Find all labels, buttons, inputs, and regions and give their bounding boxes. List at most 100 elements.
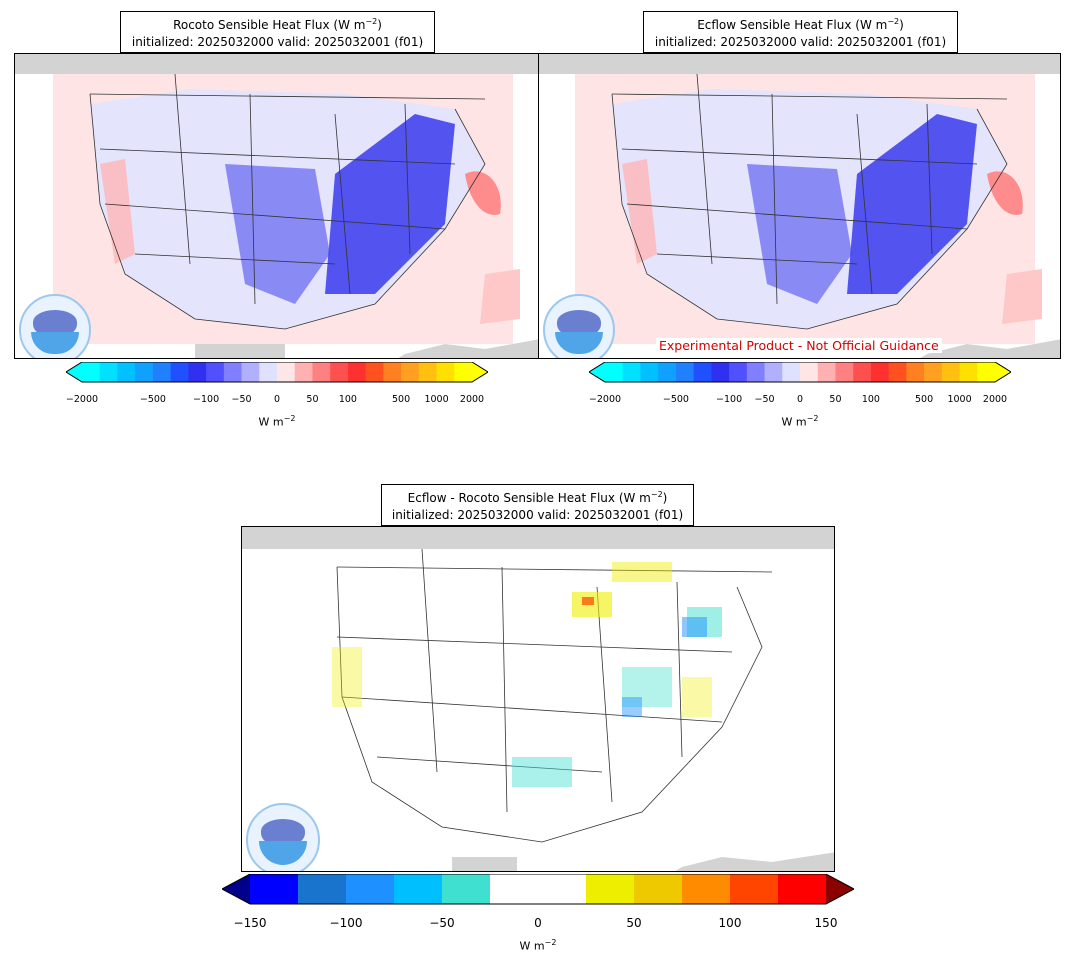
colorbar-segment xyxy=(675,362,695,382)
colorbar-tick-label: 2000 xyxy=(459,394,485,405)
colorbar-segment xyxy=(277,362,296,382)
colorbar-extend-min xyxy=(66,362,82,382)
colorbar-segment xyxy=(442,874,491,904)
rocoto-colorbar-unit: W m−2 xyxy=(258,414,296,429)
colorbar-segment xyxy=(977,362,996,382)
colorbar-segment xyxy=(941,362,961,382)
colorbar-segment xyxy=(622,362,642,382)
colorbar-segment xyxy=(817,362,837,382)
colorbar-extend-max xyxy=(472,362,488,382)
colorbar-segment xyxy=(888,362,907,382)
colorbar-tick-label: 100 xyxy=(861,394,880,405)
colorbar-segment xyxy=(298,874,347,904)
noaa-logo xyxy=(19,294,91,358)
colorbar-segment xyxy=(586,874,635,904)
colorbar-segment xyxy=(906,362,925,382)
colorbar-segment xyxy=(924,362,943,382)
colorbar-segment xyxy=(347,362,367,382)
colorbar-tick-label: −500 xyxy=(139,394,166,405)
colorbar-extend-min xyxy=(589,362,605,382)
colorbar-segment xyxy=(682,874,731,904)
rocoto-colorbar xyxy=(66,362,488,383)
colorbar-segment xyxy=(730,874,779,904)
colorbar-tick-label: 100 xyxy=(338,394,357,405)
rocoto-map xyxy=(14,53,539,359)
colorbar-extend-max xyxy=(995,362,1011,382)
colorbar-segment xyxy=(658,362,677,382)
colorbar-extend-max xyxy=(826,874,854,904)
colorbar-segment xyxy=(490,874,539,904)
diff-map-title: Ecflow - Rocoto Sensible Heat Flux (W m−… xyxy=(381,484,694,526)
colorbar-tick-label: −100 xyxy=(329,916,363,930)
colorbar-segment xyxy=(959,362,978,382)
diff-colorbar-unit: W m−2 xyxy=(519,938,557,953)
colorbar-segment xyxy=(870,362,890,382)
noaa-logo-bird-icon xyxy=(261,819,305,843)
colorbar-segment xyxy=(312,362,331,382)
colorbar-segment xyxy=(853,362,872,382)
colorbar-segment xyxy=(223,362,243,382)
colorbar-segment xyxy=(800,362,819,382)
colorbar-segment xyxy=(206,362,225,382)
colorbar-segment xyxy=(394,874,443,904)
colorbar-tick-label: −150 xyxy=(233,916,267,930)
colorbar-tick-label: 0 xyxy=(796,394,804,405)
ecflow-map-title: Ecflow Sensible Heat Flux (W m−2) initia… xyxy=(643,11,958,53)
colorbar-segment xyxy=(152,362,172,382)
colorbar-tick-label: 100 xyxy=(718,916,742,930)
colorbar-segment xyxy=(135,362,154,382)
colorbar-segment xyxy=(693,362,712,382)
colorbar-segment xyxy=(401,362,420,382)
ecflow-map-canvas xyxy=(539,54,1060,358)
colorbar-segment xyxy=(346,874,395,904)
colorbar-segment xyxy=(294,362,314,382)
colorbar-segment xyxy=(170,362,189,382)
colorbar-tick-label: −2000 xyxy=(588,394,622,405)
colorbar-tick-label: 500 xyxy=(915,394,934,405)
diff-map xyxy=(241,526,835,872)
colorbar-segment xyxy=(746,362,766,382)
colorbar-outline xyxy=(589,362,1011,383)
colorbar-tick-label: −500 xyxy=(662,394,689,405)
colorbar-tick-label: −50 xyxy=(231,394,252,405)
colorbar-extend-min xyxy=(222,874,250,904)
rocoto-map-title: Rocoto Sensible Heat Flux (W m−2) initia… xyxy=(120,11,435,53)
colorbar-tick-label: −50 xyxy=(754,394,775,405)
colorbar-tick-label: 1000 xyxy=(947,394,972,405)
noaa-logo-water-icon xyxy=(259,841,307,865)
colorbar-segment xyxy=(764,362,783,382)
colorbar-segment xyxy=(99,362,119,382)
colorbar-segment xyxy=(436,362,455,382)
colorbar-outline xyxy=(222,874,854,905)
colorbar-segment xyxy=(711,362,730,382)
colorbar-segment xyxy=(117,362,136,382)
ecflow-colorbar-unit: W m−2 xyxy=(781,414,819,429)
colorbar-tick-label: 0 xyxy=(273,394,281,405)
colorbar-tick-label: −100 xyxy=(716,394,743,405)
colorbar-tick-label: −2000 xyxy=(65,394,99,405)
noaa-logo-water-icon xyxy=(31,332,79,354)
ecflow-colorbar xyxy=(589,362,1011,383)
colorbar-segment xyxy=(365,362,384,382)
colorbar-segment xyxy=(418,362,438,382)
colorbar-segment xyxy=(250,874,299,904)
colorbar-tick-label: 0 xyxy=(534,916,542,930)
colorbar-tick-label: 1000 xyxy=(424,394,449,405)
noaa-logo-bird-icon xyxy=(33,310,77,334)
colorbar-tick-label: −100 xyxy=(193,394,220,405)
noaa-logo-bird-icon xyxy=(557,310,601,334)
colorbar-segment xyxy=(188,362,207,382)
colorbar-tick-label: 50 xyxy=(626,916,642,930)
colorbar-segment xyxy=(383,362,402,382)
colorbar-segment xyxy=(538,874,587,904)
noaa-logo xyxy=(543,294,615,358)
colorbar-tick-label: 50 xyxy=(829,394,842,405)
colorbar-tick-label: 150 xyxy=(814,916,838,930)
colorbar-segment xyxy=(634,874,683,904)
noaa-logo-water-icon xyxy=(555,332,603,354)
rocoto-map-canvas xyxy=(15,54,538,358)
colorbar-segment xyxy=(782,362,801,382)
colorbar-segment xyxy=(640,362,659,382)
colorbar-segment xyxy=(241,362,260,382)
colorbar-segment xyxy=(729,362,748,382)
